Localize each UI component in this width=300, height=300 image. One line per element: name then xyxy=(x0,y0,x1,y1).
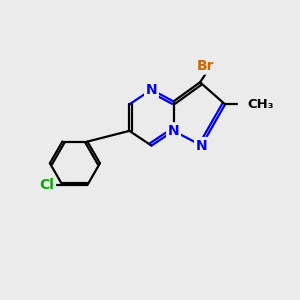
Text: N: N xyxy=(168,124,179,138)
Text: Cl: Cl xyxy=(40,178,55,192)
Text: N: N xyxy=(146,82,157,97)
Text: Br: Br xyxy=(197,59,215,73)
Text: CH₃: CH₃ xyxy=(247,98,274,111)
Text: N: N xyxy=(196,139,207,153)
